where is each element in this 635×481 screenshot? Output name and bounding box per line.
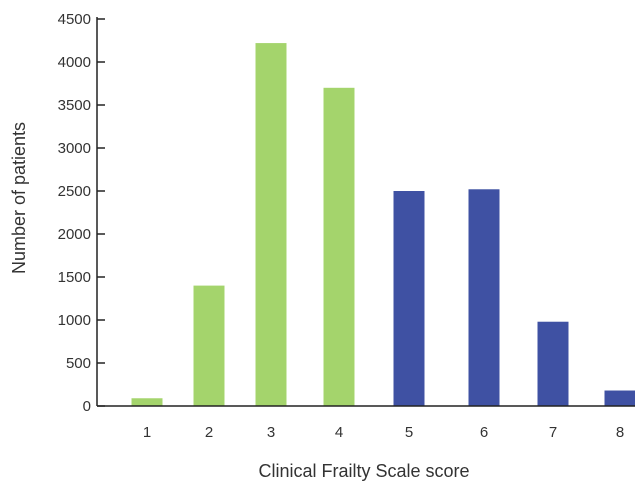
y-tick-label: 500 bbox=[66, 355, 91, 372]
bar-score-4 bbox=[323, 87, 355, 407]
x-tick-label: 4 bbox=[335, 424, 343, 441]
x-tick-label: 1 bbox=[143, 424, 151, 441]
y-tick-label: 1500 bbox=[58, 269, 91, 286]
bar-score-3 bbox=[255, 43, 287, 407]
bar-score-7 bbox=[537, 321, 569, 406]
y-tick-label: 3500 bbox=[58, 97, 91, 114]
x-tick-label: 8 bbox=[616, 424, 624, 441]
x-tick-label: 5 bbox=[405, 424, 413, 441]
x-axis-ticks: 1 2 3 4 5 6 7 8 bbox=[143, 424, 624, 441]
x-tick-label: 6 bbox=[480, 424, 488, 441]
y-axis-ticks: 0 500 1000 1500 2000 2500 3000 3500 4000 4500 bbox=[58, 11, 105, 415]
bar-score-8 bbox=[604, 390, 635, 406]
bar-score-2 bbox=[193, 285, 225, 406]
x-tick-label: 7 bbox=[549, 424, 557, 441]
y-tick-label: 2500 bbox=[58, 183, 91, 200]
y-tick-label: 4000 bbox=[58, 54, 91, 71]
y-tick-label: 2000 bbox=[58, 226, 91, 243]
y-tick-label: 0 bbox=[83, 398, 91, 415]
x-tick-label: 3 bbox=[267, 424, 275, 441]
x-tick-label: 2 bbox=[205, 424, 213, 441]
x-axis-title: Clinical Frailty Scale score bbox=[258, 461, 469, 481]
y-tick-label: 1000 bbox=[58, 312, 91, 329]
bars bbox=[131, 43, 635, 407]
bar-score-6 bbox=[468, 189, 500, 406]
y-tick-label: 4500 bbox=[58, 11, 91, 28]
y-tick-label: 3000 bbox=[58, 140, 91, 157]
y-axis-title: Number of patients bbox=[9, 122, 29, 274]
bar-score-5 bbox=[393, 191, 425, 406]
bar-score-1 bbox=[131, 398, 163, 406]
